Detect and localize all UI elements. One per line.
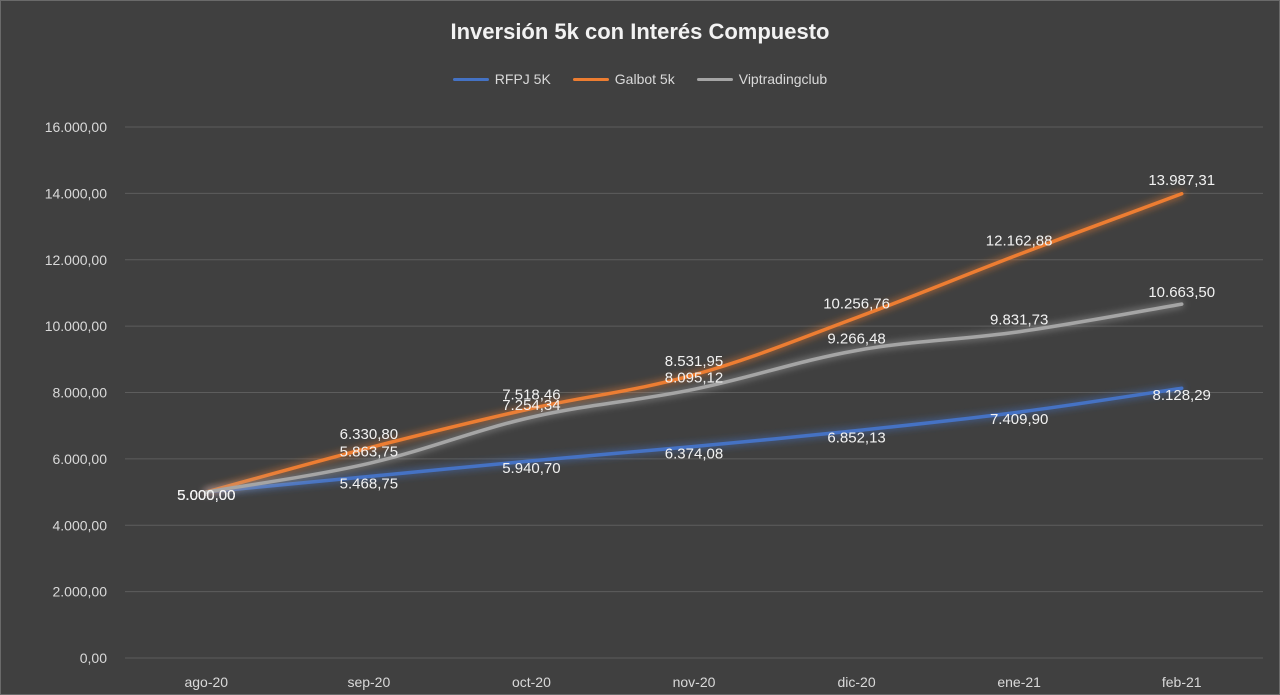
data-label-viptradingclub: 7.254,34 bbox=[502, 397, 560, 414]
x-tick-label: ago-20 bbox=[184, 674, 228, 690]
data-label-rfpj: 5.940,70 bbox=[502, 460, 560, 477]
y-tick-label: 14.000,00 bbox=[45, 185, 107, 201]
data-point-galbot bbox=[1017, 252, 1021, 256]
y-tick-label: 16.000,00 bbox=[45, 119, 107, 135]
x-tick-label: nov-20 bbox=[673, 674, 716, 690]
x-tick-label: feb-21 bbox=[1162, 674, 1202, 690]
chart-title: Inversión 5k con Interés Compuesto bbox=[450, 19, 830, 44]
data-point-viptradingclub bbox=[692, 387, 696, 391]
x-tick-label: oct-20 bbox=[512, 674, 551, 690]
data-label-rfpj: 6.374,08 bbox=[665, 445, 723, 462]
data-label-galbot: 8.531,95 bbox=[665, 353, 723, 370]
y-tick-label: 6.000,00 bbox=[53, 451, 108, 467]
legend-swatch-galbot bbox=[572, 77, 609, 81]
data-label-rfpj: 6.852,13 bbox=[827, 430, 885, 447]
data-label-viptradingclub: 5.863,75 bbox=[340, 443, 398, 460]
data-label-galbot: 13.987,31 bbox=[1148, 172, 1215, 189]
y-tick-label: 8.000,00 bbox=[53, 385, 108, 401]
data-point-galbot bbox=[367, 446, 371, 450]
legend-item-galbot: Galbot 5k bbox=[572, 71, 675, 87]
data-label-rfpj: 8.128,29 bbox=[1153, 387, 1211, 404]
data-point-viptradingclub bbox=[529, 415, 533, 419]
data-label-galbot: 5.000,00 bbox=[177, 487, 235, 504]
data-label-viptradingclub: 9.831,73 bbox=[990, 312, 1048, 329]
legend-swatch-viptradingclub bbox=[696, 77, 733, 81]
data-label-galbot: 12.162,88 bbox=[986, 232, 1053, 249]
data-point-rfpj bbox=[692, 444, 696, 448]
data-point-viptradingclub bbox=[367, 461, 371, 465]
legend-label-viptradingclub: Viptradingclub bbox=[738, 71, 828, 87]
legend-item-rfpj: RFPJ 5K bbox=[452, 71, 551, 87]
legend-swatch-rfpj bbox=[452, 77, 489, 81]
data-point-viptradingclub bbox=[1180, 302, 1184, 306]
data-point-rfpj bbox=[367, 475, 371, 479]
x-tick-label: dic-20 bbox=[838, 674, 876, 690]
x-tick-label: ene-21 bbox=[997, 674, 1041, 690]
y-tick-label: 0,00 bbox=[80, 650, 107, 666]
data-point-viptradingclub bbox=[204, 490, 208, 494]
data-point-rfpj bbox=[1180, 386, 1184, 390]
data-label-rfpj: 7.409,90 bbox=[990, 411, 1048, 428]
series-line-viptradingclub bbox=[204, 302, 1184, 494]
data-point-viptradingclub bbox=[1017, 330, 1021, 334]
data-label-rfpj: 5.000,00 bbox=[177, 487, 235, 504]
data-label-viptradingclub: 9.266,48 bbox=[827, 330, 885, 347]
data-label-galbot: 10.256,76 bbox=[823, 296, 890, 313]
data-label-viptradingclub: 10.663,50 bbox=[1148, 284, 1215, 301]
data-point-galbot bbox=[1180, 192, 1184, 196]
data-point-galbot bbox=[529, 406, 533, 410]
y-tick-label: 2.000,00 bbox=[53, 584, 108, 600]
data-point-galbot bbox=[692, 373, 696, 377]
x-tick-label: sep-20 bbox=[347, 674, 390, 690]
data-point-rfpj bbox=[855, 429, 859, 433]
data-label-viptradingclub: 5.000,00 bbox=[177, 487, 235, 504]
y-tick-label: 4.000,00 bbox=[53, 517, 108, 533]
data-point-rfpj bbox=[529, 459, 533, 463]
legend-label-rfpj: RFPJ 5K bbox=[494, 71, 551, 87]
y-tick-label: 12.000,00 bbox=[45, 252, 107, 268]
legend: RFPJ 5K Galbot 5k Viptradingclub bbox=[1, 71, 1279, 87]
data-label-galbot: 6.330,80 bbox=[340, 426, 398, 443]
legend-label-galbot: Galbot 5k bbox=[614, 71, 675, 87]
data-label-galbot: 7.518,46 bbox=[502, 386, 560, 403]
y-tick-label: 10.000,00 bbox=[45, 318, 107, 334]
data-point-viptradingclub bbox=[855, 348, 859, 352]
data-point-rfpj bbox=[1017, 410, 1021, 414]
data-point-galbot bbox=[855, 316, 859, 320]
legend-item-viptradingclub: Viptradingclub bbox=[696, 71, 828, 87]
data-label-viptradingclub: 8.095,12 bbox=[665, 369, 723, 386]
data-label-rfpj: 5.468,75 bbox=[340, 476, 398, 493]
